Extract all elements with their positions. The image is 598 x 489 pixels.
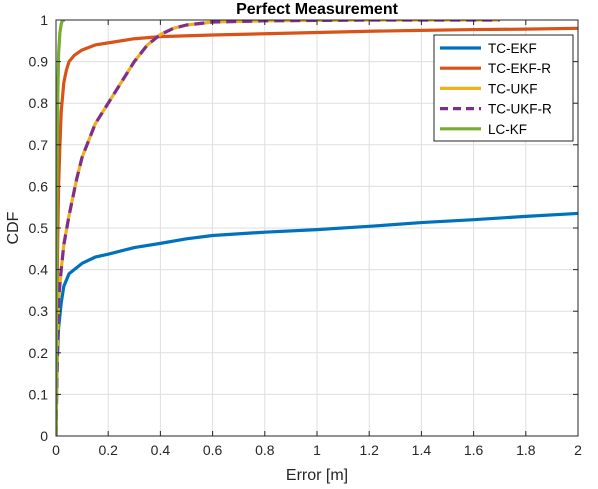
y-tick-label: 0.5 xyxy=(29,220,49,236)
y-tick-label: 0.6 xyxy=(29,178,49,194)
y-tick-label: 0.9 xyxy=(29,54,49,70)
x-tick-label: 1.4 xyxy=(412,442,432,458)
y-tick-label: 0.1 xyxy=(29,386,49,402)
x-axis-label: Error [m] xyxy=(286,467,348,484)
series-line-tc-ukf-r xyxy=(56,20,500,436)
x-tick-label: 0 xyxy=(52,442,60,458)
x-tick-label: 1.8 xyxy=(516,442,536,458)
y-axis-label: CDF xyxy=(5,211,22,244)
y-tick-label: 0.3 xyxy=(29,303,49,319)
series-line-tc-ekf-r xyxy=(56,26,578,436)
y-tick-label: 0.4 xyxy=(29,262,49,278)
x-tick-label: 0.2 xyxy=(98,442,118,458)
series-line-tc-ekf xyxy=(56,211,578,436)
chart-title: Perfect Measurement xyxy=(236,1,399,18)
y-tick-label: 0.7 xyxy=(29,137,49,153)
x-tick-label: 2 xyxy=(574,442,582,458)
y-tick-label: 0 xyxy=(40,428,48,444)
x-tick-label: 1.6 xyxy=(464,442,484,458)
x-tick-label: 0.4 xyxy=(151,442,171,458)
legend: TC-EKF TC-EKF-R TC-UKF TC-UKF-R LC-KF xyxy=(433,34,574,142)
legend-label-tc-ukf-r: TC-UKF-R xyxy=(488,102,552,117)
y-tick-label: 1 xyxy=(40,12,48,28)
legend-label-lc-kf: LC-KF xyxy=(488,122,527,137)
legend-label-tc-ekf-r: TC-EKF-R xyxy=(488,61,551,76)
series-lines xyxy=(56,20,578,436)
x-tick-label: 0.6 xyxy=(203,442,223,458)
y-tick-label: 0.8 xyxy=(29,95,49,111)
x-tick-label: 1 xyxy=(313,442,321,458)
y-tick-label: 0.2 xyxy=(29,345,49,361)
legend-label-tc-ekf: TC-EKF xyxy=(488,41,537,56)
x-tick-label: 0.8 xyxy=(255,442,275,458)
legend-label-tc-ukf: TC-UKF xyxy=(488,81,538,96)
x-tick-label: 1.2 xyxy=(359,442,379,458)
axis-ticks: 0 0.2 0.4 0.6 0.8 1 1.2 1.4 1.6 1.8 2 0 0.1 0.2 0.3 0.4… xyxy=(29,12,583,458)
